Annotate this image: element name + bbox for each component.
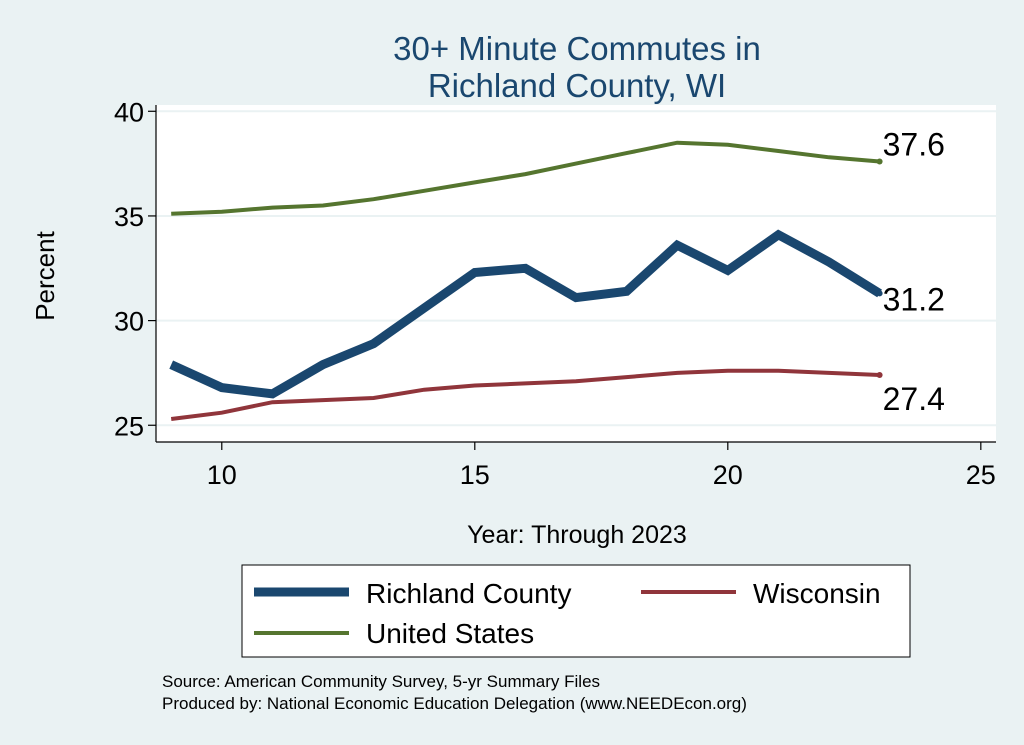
legend-label-richland: Richland County: [366, 578, 571, 609]
x-tick-label: 25: [966, 460, 996, 490]
producer-note: Produced by: National Economic Education…: [162, 694, 747, 713]
legend: Richland County Wisconsin United States: [241, 564, 911, 658]
axes: 25 30 35 40 10 15 20 25: [114, 97, 996, 490]
chart-title-line-1: 30+ Minute Commutes in: [393, 30, 761, 67]
y-tick-label: 30: [114, 307, 144, 337]
series-line-united-states: [171, 140, 880, 216]
series-end-marker-richland: [876, 290, 883, 297]
series-line-wisconsin: [170, 368, 880, 421]
legend-box: [241, 564, 911, 658]
y-axis-label: Percent: [30, 230, 60, 320]
y-tick-label: 25: [114, 411, 144, 441]
y-tick-label: 35: [114, 202, 144, 232]
chart-title-line-2: Richland County, WI: [428, 67, 726, 104]
end-label-wisconsin: 27.4: [883, 381, 945, 417]
x-tick-label: 10: [207, 460, 237, 490]
end-labels: 31.2 27.4 37.6: [883, 127, 945, 418]
series: [169, 140, 883, 421]
x-axis-label: Year: Through 2023: [467, 521, 687, 549]
source-note: Source: American Community Survey, 5-yr …: [162, 672, 600, 691]
gridlines: [156, 110, 996, 427]
x-tick-label: 15: [460, 460, 490, 490]
end-label-united-states: 37.6: [883, 127, 945, 163]
series-line-richland: [169, 229, 882, 399]
legend-label-wisconsin: Wisconsin: [753, 578, 881, 609]
end-label-richland: 31.2: [883, 281, 945, 317]
series-end-marker-wisconsin: [876, 372, 883, 379]
series-end-marker-united-states: [876, 158, 883, 165]
x-tick-label: 20: [713, 460, 743, 490]
legend-label-united-states: United States: [366, 618, 534, 649]
y-tick-label: 40: [114, 97, 144, 127]
